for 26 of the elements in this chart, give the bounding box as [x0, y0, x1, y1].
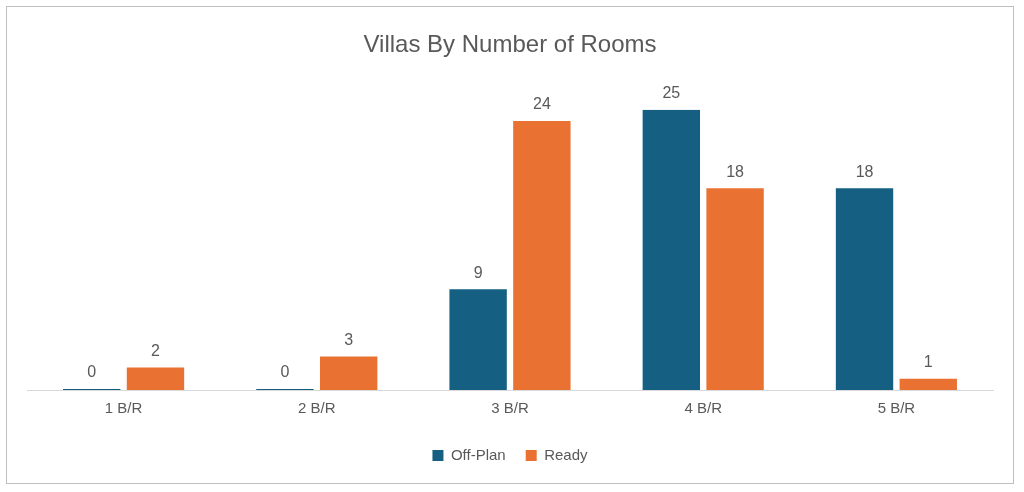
bar — [899, 378, 957, 390]
bar — [126, 367, 185, 390]
data-label: 18 — [855, 162, 874, 180]
legend-label: Ready — [544, 445, 589, 463]
data-label: 1 — [923, 353, 933, 371]
data-label: 9 — [473, 263, 483, 281]
data-label: 0 — [280, 363, 290, 381]
data-label: 2 — [151, 341, 161, 359]
bar — [449, 289, 507, 390]
chart-title: Villas By Number of Rooms — [363, 30, 657, 58]
x-tick-label: 2 B/R — [298, 399, 336, 417]
data-label: 0 — [87, 363, 97, 381]
bar — [642, 109, 701, 390]
x-tick-label: 3 B/R — [491, 399, 529, 417]
bar — [513, 121, 571, 390]
data-label: 18 — [726, 162, 745, 180]
data-label: 25 — [662, 84, 681, 102]
bar — [319, 356, 378, 390]
x-tick-label: 4 B/R — [684, 399, 723, 417]
bar — [706, 188, 764, 390]
data-label: 3 — [344, 330, 354, 348]
x-tick-label: 1 B/R — [104, 399, 143, 417]
legend-label: Off-Plan — [450, 445, 506, 463]
bar — [835, 188, 894, 390]
data-label: 24 — [532, 95, 551, 113]
x-tick-label: 5 B/R — [877, 399, 916, 417]
